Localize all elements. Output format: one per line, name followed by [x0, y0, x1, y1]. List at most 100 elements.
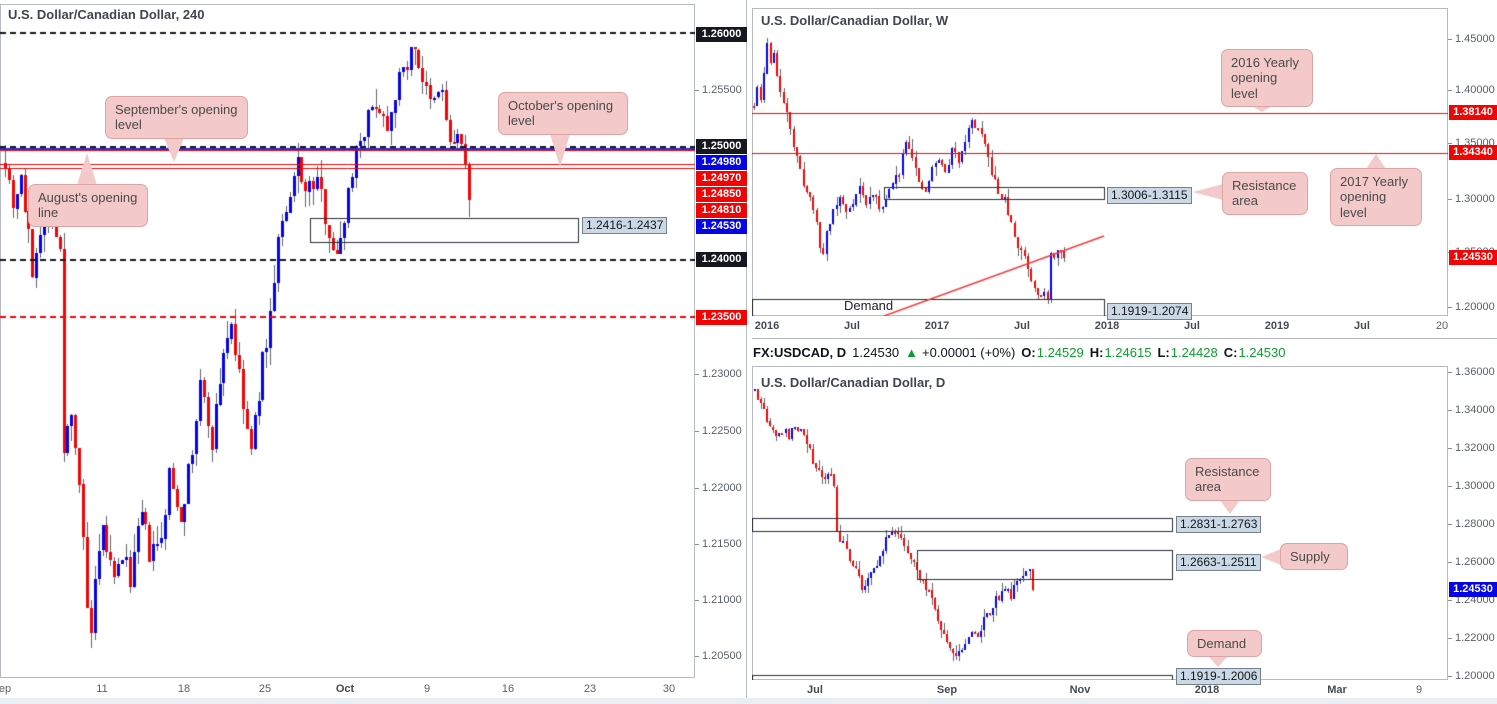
usdcad-weekly-zone-label: 1.3006-1.3115 — [1107, 187, 1192, 204]
usdcad-weekly-price-badge-1.38140: 1.38140 — [1449, 105, 1497, 120]
usdcad-240-price-tick-1.23000: 1.23000 — [702, 368, 742, 380]
usdcad-weekly-price-badge-1.34340: 1.34340 — [1449, 145, 1497, 160]
usdcad-weekly-price-tick-1.45000: 1.45000 — [1455, 33, 1495, 45]
usdcad-240-price-tick-1.21000: 1.21000 — [702, 594, 742, 606]
usdcad-weekly-chart-canvas[interactable] — [752, 8, 1448, 316]
usdcad-weekly-price-tick-1.40000: 1.40000 — [1455, 84, 1495, 96]
tick-mark — [695, 544, 699, 545]
usdcad-240-time-label-30: 30 — [662, 683, 676, 695]
usdcad-240-callout-august-s-opening-line[interactable]: August's opening line — [28, 184, 148, 227]
ticker-change: +0.00001 (+0%) — [922, 345, 1016, 360]
usdcad-weekly-callout-resistance-area[interactable]: Resistance area — [1222, 172, 1308, 215]
usdcad-daily-callout-supply-pointer — [1261, 549, 1281, 565]
ticker-close-label: C: — [1223, 345, 1238, 360]
usdcad-daily-price-tick-1.20000: 1.20000 — [1455, 670, 1495, 682]
usdcad-240-price-badge-1.24530: 1.24530 — [696, 219, 747, 234]
usdcad-weekly-price-badge-1.24530: 1.24530 — [1449, 250, 1497, 265]
usdcad-daily-time-label-Mar: Mar — [1327, 684, 1347, 696]
ticker-high-label: H: — [1089, 345, 1104, 360]
usdcad-240-price-badge-1.24000: 1.24000 — [696, 252, 747, 267]
tick-mark — [1448, 39, 1452, 40]
usdcad-weekly-time-label-2019: 2019 — [1264, 320, 1290, 332]
usdcad-weekly-time-label-2016: 2016 — [754, 320, 780, 332]
usdcad-weekly-callout-2017-yearly-opening-level-pointer — [1366, 154, 1386, 169]
usdcad-daily-time-label-Jul: Jul — [807, 684, 823, 696]
usdcad-240-price-badge-1.25000: 1.25000 — [696, 139, 747, 154]
arrow-up-icon: ▲ — [905, 345, 919, 360]
usdcad-240-time-label-ep: ep — [0, 683, 12, 695]
usdcad-daily-price-tick-1.36000: 1.36000 — [1455, 366, 1495, 378]
tick-mark — [695, 431, 699, 432]
usdcad-240-price-tick-1.20500: 1.20500 — [702, 650, 742, 662]
usdcad-daily-time-label-9: 9 — [1415, 684, 1423, 696]
panel-divider — [746, 0, 747, 698]
usdcad-240-callout-september-s-opening-level-pointer — [164, 138, 184, 162]
usdcad-weekly-time-label-Jul: Jul — [1014, 320, 1030, 332]
bottom-strip — [0, 698, 1497, 704]
tick-mark — [695, 90, 699, 91]
ticker-last-value: 1.24530 — [852, 345, 900, 360]
ticker-low-label: L: — [1157, 345, 1170, 360]
usdcad-240-price-tick-1.25500: 1.25500 — [702, 84, 742, 96]
usdcad-daily-callout-supply[interactable]: Supply — [1280, 543, 1348, 571]
usdcad-daily-zone-label: 1.2663-1.2511 — [1176, 554, 1261, 571]
usdcad-daily-price-tick-1.26000: 1.26000 — [1455, 556, 1495, 568]
usdcad-240-price-badge-1.24970: 1.24970 — [696, 171, 747, 186]
usdcad-weekly-text-demand: Demand — [844, 298, 894, 313]
usdcad-weekly-price-tick-1.20000: 1.20000 — [1455, 301, 1495, 313]
usdcad-weekly-time-label-Jul: Jul — [1354, 320, 1370, 332]
usdcad-240-time-label-25: 25 — [258, 683, 272, 695]
ticker-open-value: 1.24529 — [1036, 345, 1084, 360]
tick-mark — [695, 488, 699, 489]
usdcad-daily-callout-resistance-area[interactable]: Resistance area — [1185, 458, 1271, 501]
usdcad-weekly-callout-2017-yearly-opening-level[interactable]: 2017 Yearly opening level — [1330, 168, 1422, 226]
usdcad-240-price-badge-1.23500: 1.23500 — [696, 310, 747, 325]
tick-mark — [1448, 676, 1452, 677]
usdcad-240-price-badge-1.24810: 1.24810 — [696, 203, 747, 218]
usdcad-240-price-tick-1.21500: 1.21500 — [702, 538, 742, 550]
tick-mark — [1448, 307, 1452, 308]
usdcad-daily-price-tick-1.34000: 1.34000 — [1455, 404, 1495, 416]
usdcad-weekly-time-label-20: 20 — [1435, 320, 1449, 332]
tick-mark — [695, 374, 699, 375]
tick-mark — [1448, 372, 1452, 373]
usdcad-daily-callout-resistance-area-pointer — [1220, 500, 1240, 514]
usdcad-240-price-tick-1.22000: 1.22000 — [702, 482, 742, 494]
usdcad-240-time-label-18: 18 — [177, 683, 191, 695]
ticker-symbol: FX:USDCAD, D — [753, 345, 847, 360]
usdcad-240-callout-september-s-opening-level[interactable]: September's opening level — [105, 96, 248, 139]
usdcad-weekly-callout-2016-yearly-opening-level[interactable]: 2016 Yearly opening level — [1221, 49, 1313, 107]
tick-mark — [1448, 638, 1452, 639]
usdcad-240-time-label-Oct: Oct — [335, 683, 355, 695]
usdcad-weekly-time-label-2017: 2017 — [924, 320, 950, 332]
usdcad-240-callout-october-s-opening-level-pointer — [550, 134, 570, 167]
usdcad-daily-time-label-Sep: Sep — [936, 684, 958, 696]
tick-mark — [1448, 486, 1452, 487]
ticker-open-label: O: — [1021, 345, 1036, 360]
usdcad-weekly-time-label-Jul: Jul — [844, 320, 860, 332]
tick-mark — [1448, 562, 1452, 563]
usdcad-240-price-badge-1.24850: 1.24850 — [696, 187, 747, 202]
usdcad-weekly-price-tick-1.30000: 1.30000 — [1455, 193, 1495, 205]
tick-mark — [1448, 143, 1452, 144]
usdcad-daily-price-tick-1.30000: 1.30000 — [1455, 480, 1495, 492]
usdcad-weekly-callout-resistance-area-pointer — [1193, 184, 1223, 200]
usdcad-daily-chart-canvas[interactable] — [752, 366, 1448, 680]
usdcad-240-callout-october-s-opening-level[interactable]: October's opening level — [498, 92, 628, 135]
usdcad-240-time-label-16: 16 — [501, 683, 515, 695]
usdcad-weekly-time-label-2018: 2018 — [1094, 320, 1120, 332]
usdcad-240-price-badge-1.26000: 1.26000 — [696, 27, 747, 42]
usdcad-daily-callout-demand[interactable]: Demand — [1187, 630, 1262, 658]
tick-mark — [1448, 448, 1452, 449]
tick-mark — [1448, 410, 1452, 411]
ticker-line: FX:USDCAD, D 1.24530 ▲ +0.00001 (+0%) O:1.24… — [753, 345, 1291, 360]
tick-mark — [1448, 199, 1452, 200]
usdcad-weekly-zone-label: 1.1919-1.2074 — [1107, 303, 1193, 320]
usdcad-240-zone-label: 1.2416-1.2437 — [582, 217, 668, 234]
usdcad-240-time-label-9: 9 — [423, 683, 431, 695]
usdcad-240-price-badge-1.24980: 1.24980 — [696, 155, 747, 170]
ticker-low-value: 1.24428 — [1170, 345, 1218, 360]
usdcad-daily-callout-demand-pointer — [1208, 656, 1228, 667]
usdcad-daily-price-tick-1.28000: 1.28000 — [1455, 518, 1495, 530]
